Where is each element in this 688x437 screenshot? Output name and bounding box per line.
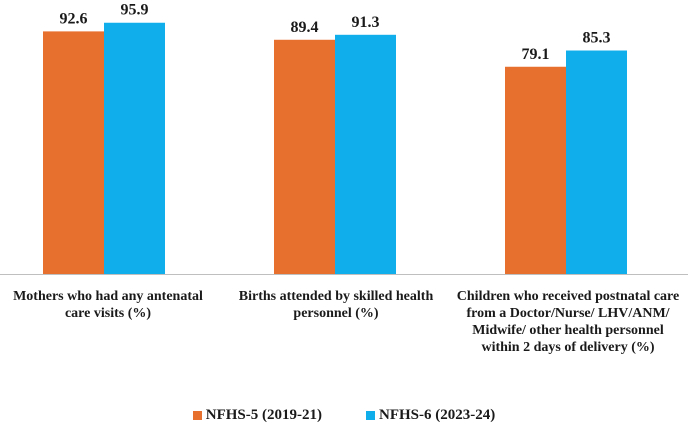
legend: NFHS-5 (2019-21) NFHS-6 (2023-24) [0, 407, 688, 424]
legend-swatch-nfhs6 [366, 411, 375, 420]
data-label-skilled-birth-series-1: 89.4 [291, 19, 319, 36]
legend-label-nfhs5: NFHS-5 (2019-21) [205, 407, 322, 423]
bar-skilled-birth-series-2 [335, 34, 396, 274]
bar-postnatal-series-1 [505, 66, 566, 275]
data-label-antenatal-series-1: 92.6 [60, 10, 88, 27]
data-label-postnatal-series-2: 85.3 [583, 30, 611, 47]
bar-antenatal-series-2 [104, 22, 165, 274]
category-label-skilled-birth: Births attended by skilled health person… [238, 289, 434, 321]
bar-antenatal-series-1 [43, 31, 104, 274]
data-label-postnatal-series-1: 79.1 [522, 46, 550, 63]
bar-skilled-birth-series-1 [274, 39, 335, 274]
legend-swatch-nfhs5 [192, 411, 202, 420]
data-label-antenatal-series-2: 95.9 [121, 2, 149, 19]
legend-item-nfhs6: NFHS-6 (2023-24) [366, 407, 495, 424]
category-label-postnatal: Children who received postnatal care fro… [456, 289, 680, 355]
legend-item-nfhs5: NFHS-5 (2019-21) [192, 407, 322, 424]
legend-label-nfhs6: NFHS-6 (2023-24) [379, 407, 496, 423]
bar-postnatal-series-2 [566, 50, 627, 274]
category-label-antenatal: Mothers who had any antenatal care visit… [13, 289, 203, 321]
data-label-skilled-birth-series-2: 91.3 [352, 14, 380, 31]
